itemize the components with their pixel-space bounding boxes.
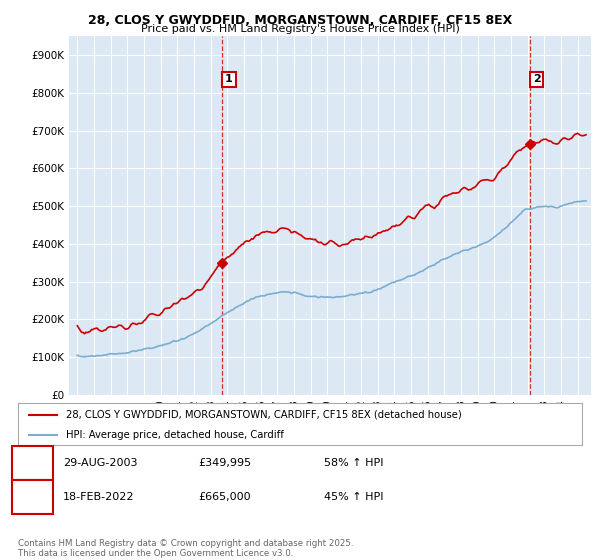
Text: 29-AUG-2003: 29-AUG-2003 xyxy=(63,458,137,468)
Text: £349,995: £349,995 xyxy=(198,458,251,468)
Text: Price paid vs. HM Land Registry's House Price Index (HPI): Price paid vs. HM Land Registry's House … xyxy=(140,24,460,34)
Text: 2: 2 xyxy=(533,74,541,85)
Text: 1: 1 xyxy=(28,456,37,470)
Text: 2: 2 xyxy=(28,490,37,503)
Text: 1: 1 xyxy=(225,74,233,85)
Text: £665,000: £665,000 xyxy=(198,492,251,502)
Text: 58% ↑ HPI: 58% ↑ HPI xyxy=(324,458,383,468)
Text: HPI: Average price, detached house, Cardiff: HPI: Average price, detached house, Card… xyxy=(66,430,284,440)
Text: Contains HM Land Registry data © Crown copyright and database right 2025.
This d: Contains HM Land Registry data © Crown c… xyxy=(18,539,353,558)
Text: 28, CLOS Y GWYDDFID, MORGANSTOWN, CARDIFF, CF15 8EX (detached house): 28, CLOS Y GWYDDFID, MORGANSTOWN, CARDIF… xyxy=(66,410,461,420)
Text: 18-FEB-2022: 18-FEB-2022 xyxy=(63,492,134,502)
Text: 45% ↑ HPI: 45% ↑ HPI xyxy=(324,492,383,502)
Text: 28, CLOS Y GWYDDFID, MORGANSTOWN, CARDIFF, CF15 8EX: 28, CLOS Y GWYDDFID, MORGANSTOWN, CARDIF… xyxy=(88,14,512,27)
